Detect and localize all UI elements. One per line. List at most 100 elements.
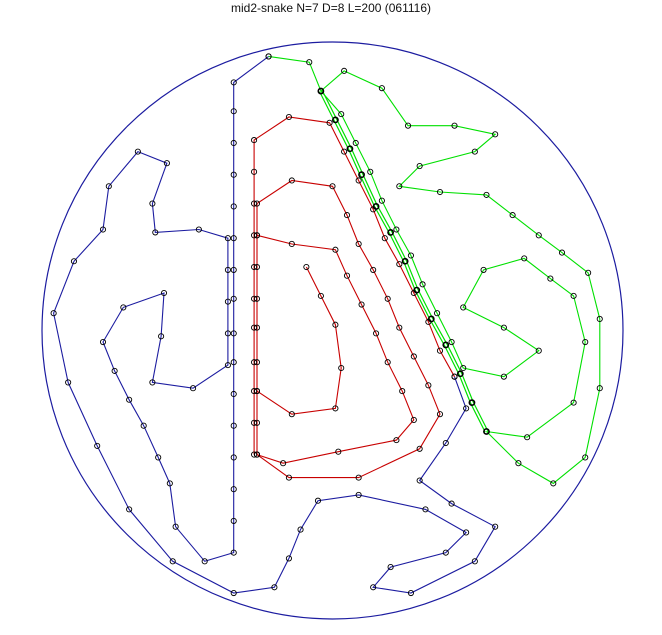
snake-line-6-b — [321, 90, 489, 432]
snake-node-4-5 — [288, 411, 295, 418]
snake-node-0-8 — [230, 295, 237, 302]
snake-node-3-2 — [332, 246, 339, 253]
snake-node-4-6 — [253, 388, 261, 395]
snake-node-7-11 — [500, 373, 507, 380]
snake-node-7-21 — [338, 111, 345, 118]
snake-node-0-50 — [285, 555, 292, 562]
snake-node-0-17 — [201, 558, 208, 565]
snake-node-0-3 — [230, 139, 237, 147]
snake-node-0-4 — [230, 171, 237, 178]
snake-node-1-14 — [251, 232, 258, 239]
snake-markers-layer — [50, 53, 603, 597]
snake-node-1-0 — [451, 373, 458, 380]
snake-node-2-20 — [355, 474, 362, 481]
snake-node-2-12 — [355, 240, 362, 247]
snake-node-5-4 — [378, 85, 385, 92]
snake-node-3-3 — [343, 272, 351, 279]
snake-node-0-1 — [230, 79, 237, 86]
snake-node-0-37 — [149, 200, 156, 207]
snake-node-1-5 — [381, 235, 388, 242]
snake-node-2-5 — [253, 295, 261, 302]
snake-node-5-9 — [416, 163, 423, 170]
snake-node-6-8 — [427, 315, 435, 323]
snake-node-0-35 — [195, 226, 202, 233]
boundary-circle — [41, 41, 624, 620]
snake-node-0-39 — [134, 148, 141, 155]
snake-node-5-0 — [265, 53, 272, 60]
snake-node-4-2 — [332, 321, 339, 328]
snake-line-1 — [253, 116, 455, 455]
snake-node-7-2 — [570, 399, 577, 406]
snake-node-1-17 — [251, 324, 258, 331]
snake-node-7-8 — [460, 304, 467, 311]
snake-node-5-10 — [396, 183, 403, 190]
snake-node-5-16 — [585, 269, 592, 276]
snake-node-0-11 — [230, 390, 237, 398]
snake-node-0-7 — [230, 266, 237, 273]
snake-node-6-9 — [442, 341, 450, 349]
snake-node-2-11 — [343, 212, 351, 219]
snake-node-7-14 — [434, 310, 441, 317]
snake-node-1-7 — [355, 177, 362, 184]
snake-node-5-14 — [535, 232, 542, 239]
snake-node-0-33 — [224, 266, 231, 273]
snake-node-5-3 — [341, 67, 348, 74]
snake-node-2-13 — [370, 266, 377, 273]
snake-node-1-15 — [251, 263, 258, 271]
snake-line-5 — [268, 55, 601, 485]
snake-node-7-1 — [524, 434, 531, 441]
snake-node-5-18 — [596, 385, 603, 392]
snake-node-7-0 — [483, 428, 490, 435]
snake-line-3 — [256, 234, 415, 464]
snake-node-0-2 — [230, 108, 237, 115]
boundary-layer — [41, 41, 624, 620]
snake-node-5-11 — [436, 188, 444, 196]
snake-node-2-10 — [329, 183, 336, 190]
snake-node-0-15 — [230, 517, 237, 524]
snake-lines-layer — [53, 55, 601, 594]
snake-node-2-15 — [396, 324, 403, 331]
snake-node-7-4 — [570, 292, 577, 299]
snake-node-7-6 — [521, 255, 528, 262]
snake-node-1-4 — [396, 261, 403, 268]
snake-node-3-12 — [253, 451, 261, 458]
snake-node-1-18 — [251, 359, 258, 366]
snake-node-7-18 — [378, 197, 385, 204]
snake-node-0-40 — [105, 183, 112, 190]
snake-node-2-3 — [253, 359, 261, 366]
snake-node-0-21 — [140, 422, 147, 429]
snake-node-0-54 — [422, 506, 429, 513]
snake-node-0-60 — [471, 558, 478, 565]
snake-node-1-13 — [251, 200, 258, 207]
snake-node-3-7 — [399, 388, 406, 395]
snake-node-0-19 — [166, 480, 173, 487]
snake-node-7-20 — [352, 139, 359, 147]
snake-node-3-11 — [280, 460, 287, 467]
snake-node-2-9 — [288, 177, 295, 184]
snake-node-3-1 — [288, 240, 295, 247]
snake-node-2-4 — [253, 324, 261, 331]
snake-node-0-13 — [230, 454, 237, 461]
snake-node-3-8 — [410, 416, 417, 423]
snake-node-0-32 — [224, 298, 231, 305]
snake-node-7-5 — [547, 275, 554, 282]
snake-node-5-20 — [550, 480, 557, 487]
snake-node-0-20 — [155, 454, 162, 461]
snake-node-0-41 — [99, 226, 107, 233]
snake-node-0-31 — [224, 330, 231, 337]
snake-node-0-22 — [126, 396, 133, 403]
snake-node-3-4 — [358, 301, 365, 308]
snake-node-0-10 — [230, 359, 237, 366]
snake-node-0-23 — [111, 367, 118, 374]
snake-node-3-10 — [335, 448, 342, 455]
snake-node-0-9 — [230, 330, 237, 337]
snake-node-1-16 — [251, 295, 258, 302]
snake-node-0-55 — [463, 529, 470, 536]
snake-node-6-4 — [372, 203, 380, 210]
snake-node-7-12 — [460, 364, 467, 372]
snake-node-1-12 — [251, 168, 258, 175]
snake-node-0-44 — [65, 379, 72, 386]
snake-node-0-47 — [169, 558, 176, 565]
snake-node-2-21 — [285, 474, 292, 481]
snake-node-0-65 — [463, 405, 470, 412]
